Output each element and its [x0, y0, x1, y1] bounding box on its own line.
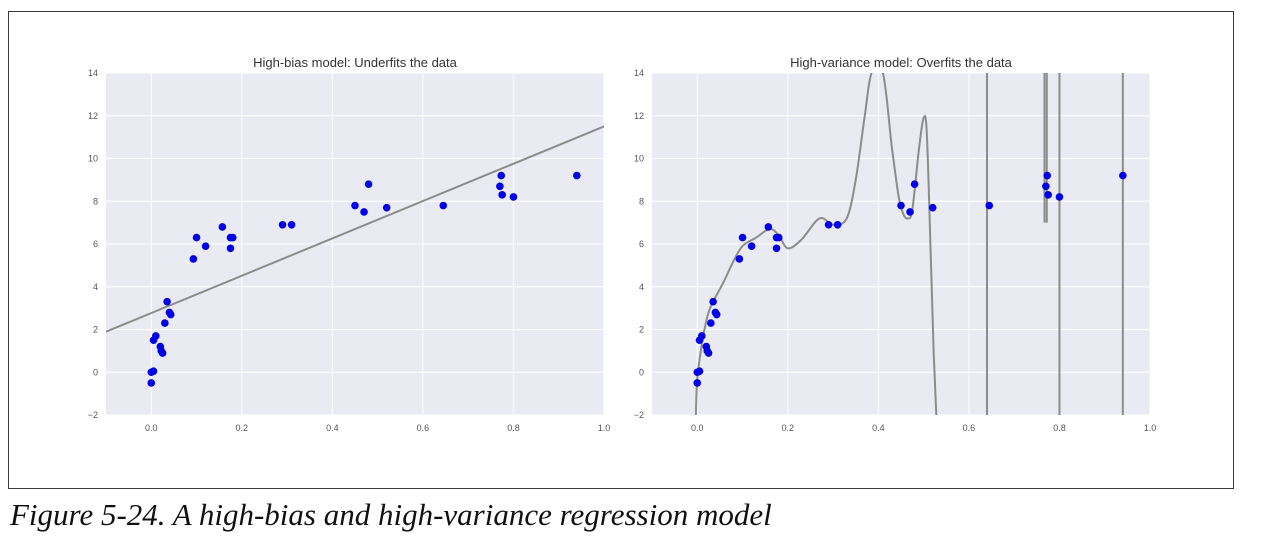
y-tick-label: 0: [639, 367, 644, 377]
data-point: [824, 220, 833, 229]
fit-curve: [694, 73, 938, 415]
y-tick-label: 4: [639, 282, 644, 292]
x-tick-label: 0.6: [963, 423, 976, 433]
y-tick-label: −2: [634, 410, 644, 420]
x-tick-label: 0.2: [236, 423, 249, 433]
data-point: [226, 244, 235, 253]
data-point: [897, 201, 905, 210]
data-point: [985, 201, 994, 210]
x-tick-label: 0.0: [145, 423, 158, 433]
data-point: [772, 244, 781, 253]
data-point: [201, 242, 210, 250]
data-point: [695, 367, 704, 375]
data-point: [166, 310, 175, 319]
data-point: [906, 208, 914, 216]
data-point: [712, 310, 721, 319]
x-tick-label: 0.6: [417, 423, 430, 433]
data-point: [163, 297, 171, 306]
y-tick-label: 12: [88, 111, 98, 121]
data-point: [149, 367, 158, 375]
data-point: [152, 332, 160, 340]
data-point: [1044, 191, 1052, 199]
fit-line: [106, 125, 604, 333]
x-tick-label: 0.8: [507, 423, 520, 433]
plot-content: [694, 73, 1124, 415]
data-point: [709, 297, 717, 306]
data-point: [382, 203, 391, 212]
y-tick-label: 2: [639, 325, 644, 335]
data-point: [928, 203, 937, 212]
data-point: [360, 208, 368, 216]
x-tick-label: 0.4: [326, 423, 339, 433]
x-tick-label: 1.0: [1144, 423, 1157, 433]
data-point: [192, 233, 201, 242]
data-point: [833, 220, 842, 229]
data-point: [147, 379, 156, 387]
data-point: [738, 233, 747, 242]
data-point: [189, 255, 198, 263]
data-point: [278, 220, 287, 229]
y-tick-label: 10: [88, 154, 98, 164]
y-tick-label: 8: [93, 196, 98, 206]
chart-title: High-variance model: Overfits the data: [790, 55, 1013, 70]
y-tick-label: 6: [639, 239, 644, 249]
data-point: [1043, 171, 1052, 180]
figure-caption: Figure 5-24. A high-bias and high-varian…: [10, 497, 772, 532]
data-point: [735, 255, 744, 263]
y-tick-label: 14: [634, 68, 644, 78]
y-tick-label: 8: [639, 196, 644, 206]
data-point: [497, 171, 506, 180]
chart-panel-2: 0.0 0.2 0.4 0.6 0.8 1.0 −2 0 2 4 6 8 10 12 14 High-vari…: [634, 55, 1157, 433]
y-tick-label: 4: [93, 282, 98, 292]
data-point: [498, 191, 506, 199]
y-tick-label: 12: [634, 111, 644, 121]
chart-title: High-bias model: Underfits the data: [253, 55, 458, 70]
y-tick-label: 10: [634, 154, 644, 164]
data-point: [704, 349, 713, 357]
chart-panel-1: 0.0 0.2 0.4 0.6 0.8 1.0 −2 0 2 4 6 8 10 12 14 High-bias…: [88, 55, 611, 433]
x-tick-label: 0.0: [691, 423, 704, 433]
data-point: [158, 349, 167, 357]
data-point: [287, 220, 296, 229]
data-point: [910, 180, 919, 188]
data-point: [218, 223, 227, 231]
y-tick-label: −2: [88, 410, 98, 420]
y-tick-label: 2: [93, 325, 98, 335]
data-point: [351, 201, 359, 210]
data-point: [764, 223, 773, 231]
data-point: [693, 379, 702, 387]
x-tick-label: 0.8: [1053, 423, 1066, 433]
data-point: [1119, 171, 1127, 180]
data-point: [573, 171, 581, 180]
plot-content: [106, 125, 604, 333]
data-point: [1055, 193, 1064, 201]
x-tick-label: 0.4: [872, 423, 885, 433]
data-point: [747, 242, 756, 250]
data-point: [707, 319, 715, 327]
y-tick-label: 0: [93, 367, 98, 377]
data-point: [496, 182, 504, 191]
x-tick-label: 1.0: [598, 423, 611, 433]
data-point: [698, 332, 706, 340]
data-point: [509, 193, 518, 201]
data-point: [228, 233, 237, 242]
y-tick-label: 14: [88, 68, 98, 78]
data-point: [161, 319, 169, 327]
data-point: [439, 201, 448, 210]
y-tick-label: 6: [93, 239, 98, 249]
x-tick-label: 0.2: [782, 423, 795, 433]
data-point: [1042, 182, 1050, 191]
data-point: [774, 233, 783, 242]
data-point: [364, 180, 373, 188]
